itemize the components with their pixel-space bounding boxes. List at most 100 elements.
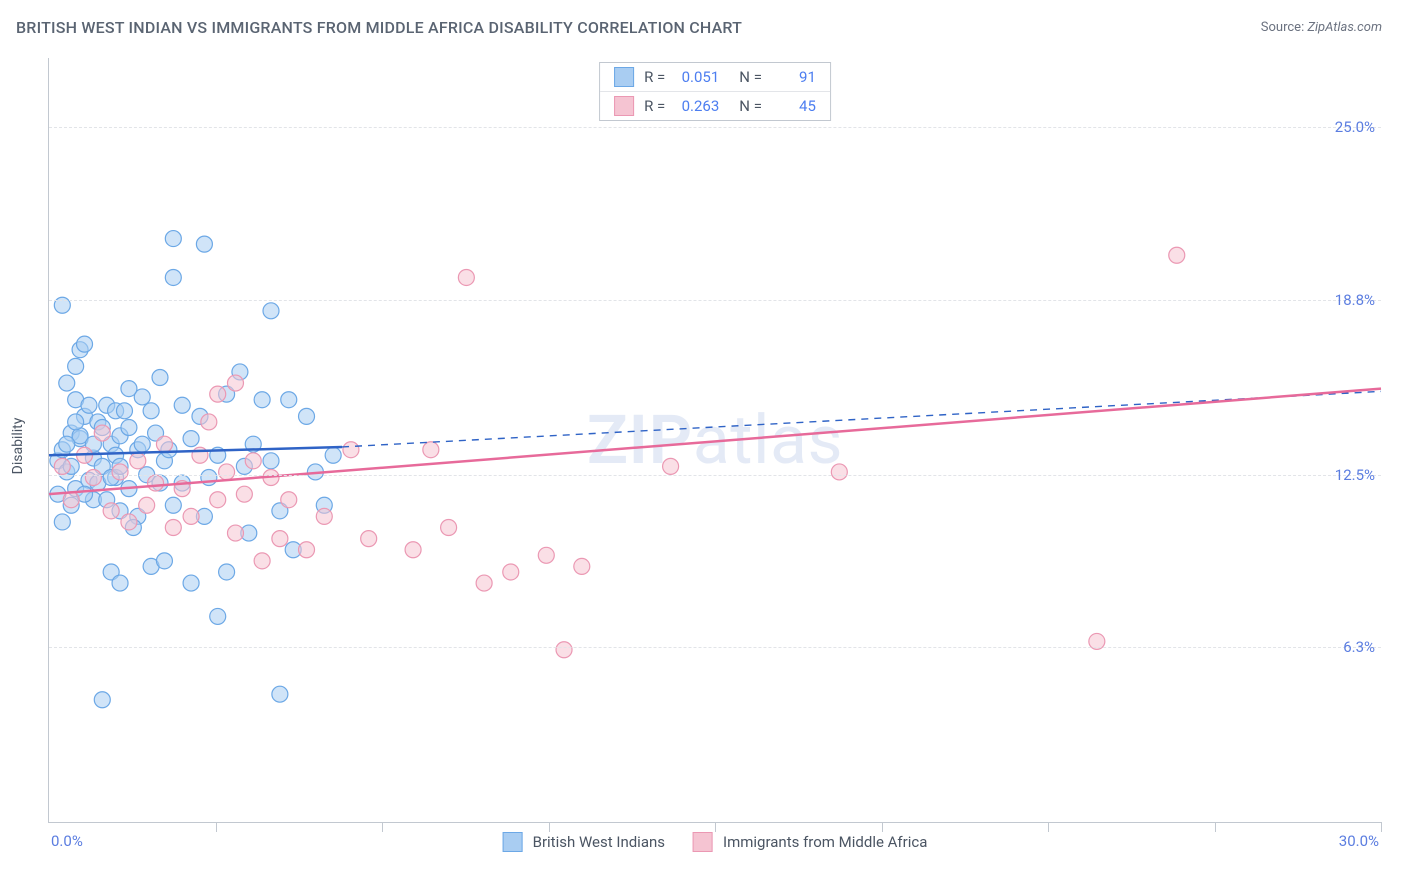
data-point [68, 414, 84, 430]
legend-swatch [503, 832, 523, 852]
data-point [299, 408, 315, 424]
series-legend: British West Indians Immigrants from Midd… [503, 832, 928, 852]
stats-row: R = 0.051 N = 91 [600, 63, 830, 91]
data-point [299, 542, 315, 558]
data-point [281, 392, 297, 408]
data-point [556, 642, 572, 658]
data-point [77, 336, 93, 352]
data-point [281, 492, 297, 508]
data-point [503, 564, 519, 580]
data-point [183, 575, 199, 591]
data-point [458, 269, 474, 285]
n-label: N = [739, 97, 762, 115]
data-point [165, 269, 181, 285]
x-tick [1381, 822, 1383, 832]
data-point [272, 531, 288, 547]
source-label: Source: [1261, 20, 1304, 35]
data-point [236, 486, 252, 502]
x-tick [882, 822, 884, 832]
x-tick [549, 822, 551, 832]
data-point [59, 375, 75, 391]
data-point [174, 397, 190, 413]
legend-swatch [614, 67, 634, 87]
gridline [49, 127, 1381, 128]
data-point [227, 525, 243, 541]
gridline [49, 647, 1381, 648]
data-point [63, 492, 79, 508]
r-value: 0.051 [675, 68, 719, 86]
scatter-svg [49, 58, 1381, 822]
data-point [272, 686, 288, 702]
data-point [574, 558, 590, 574]
data-point [219, 564, 235, 580]
r-label: R = [644, 68, 665, 86]
source-credit: Source: ZipAtlas.com [1261, 20, 1382, 35]
data-point [227, 375, 243, 391]
data-point [152, 369, 168, 385]
data-point [85, 470, 101, 486]
y-tick-label: 25.0% [1335, 118, 1375, 136]
data-point [538, 547, 554, 563]
data-point [361, 531, 377, 547]
data-point [130, 453, 146, 469]
y-axis-title: Disability [10, 418, 26, 475]
source-value: ZipAtlas.com [1307, 20, 1382, 35]
x-tick [715, 822, 717, 832]
x-tick [216, 822, 218, 832]
data-point [325, 447, 341, 463]
y-tick-label: 6.3% [1343, 638, 1375, 656]
legend-swatch [614, 96, 634, 116]
x-axis-max-label: 30.0% [1339, 832, 1379, 850]
data-point [476, 575, 492, 591]
data-point [219, 464, 235, 480]
gridline [49, 300, 1381, 301]
data-point [121, 514, 137, 530]
data-point [94, 692, 110, 708]
data-point [263, 453, 279, 469]
n-value: 45 [772, 97, 816, 115]
data-point [54, 458, 70, 474]
data-point [112, 575, 128, 591]
data-point [165, 231, 181, 247]
data-point [663, 458, 679, 474]
data-point [81, 397, 97, 413]
data-point [183, 508, 199, 524]
x-tick [1048, 822, 1050, 832]
x-tick [1215, 822, 1217, 832]
r-label: R = [644, 97, 665, 115]
data-point [254, 553, 270, 569]
r-value: 0.263 [675, 97, 719, 115]
data-point [103, 503, 119, 519]
stats-row: R = 0.263 N = 45 [600, 91, 830, 120]
data-point [210, 608, 226, 624]
data-point [183, 431, 199, 447]
data-point [441, 520, 457, 536]
data-point [831, 464, 847, 480]
chart-title: BRITISH WEST INDIAN VS IMMIGRANTS FROM M… [16, 18, 742, 37]
data-point [156, 553, 172, 569]
x-tick [382, 822, 384, 832]
x-axis-min-label: 0.0% [51, 832, 83, 850]
data-point [210, 492, 226, 508]
data-point [121, 381, 137, 397]
plot-area: ZIPatlas R =0.051N =91R =0.263N =45 0.0%… [48, 58, 1381, 823]
data-point [68, 358, 84, 374]
data-point [94, 425, 110, 441]
data-point [121, 419, 137, 435]
data-point [134, 436, 150, 452]
y-tick-label: 18.8% [1335, 291, 1375, 309]
legend-label: Immigrants from Middle Africa [723, 833, 927, 851]
legend-item: British West Indians [503, 832, 665, 852]
chart-container: BRITISH WEST INDIAN VS IMMIGRANTS FROM M… [0, 0, 1406, 892]
data-point [196, 236, 212, 252]
gridline [49, 475, 1381, 476]
stats-box: R = 0.051 N = 91 R = 0.263 N = 45 [599, 62, 831, 121]
data-point [1169, 247, 1185, 263]
legend-label: British West Indians [533, 833, 665, 851]
n-label: N = [739, 68, 762, 86]
data-point [165, 520, 181, 536]
data-point [116, 403, 132, 419]
data-point [316, 508, 332, 524]
n-value: 91 [772, 68, 816, 86]
data-point [112, 464, 128, 480]
